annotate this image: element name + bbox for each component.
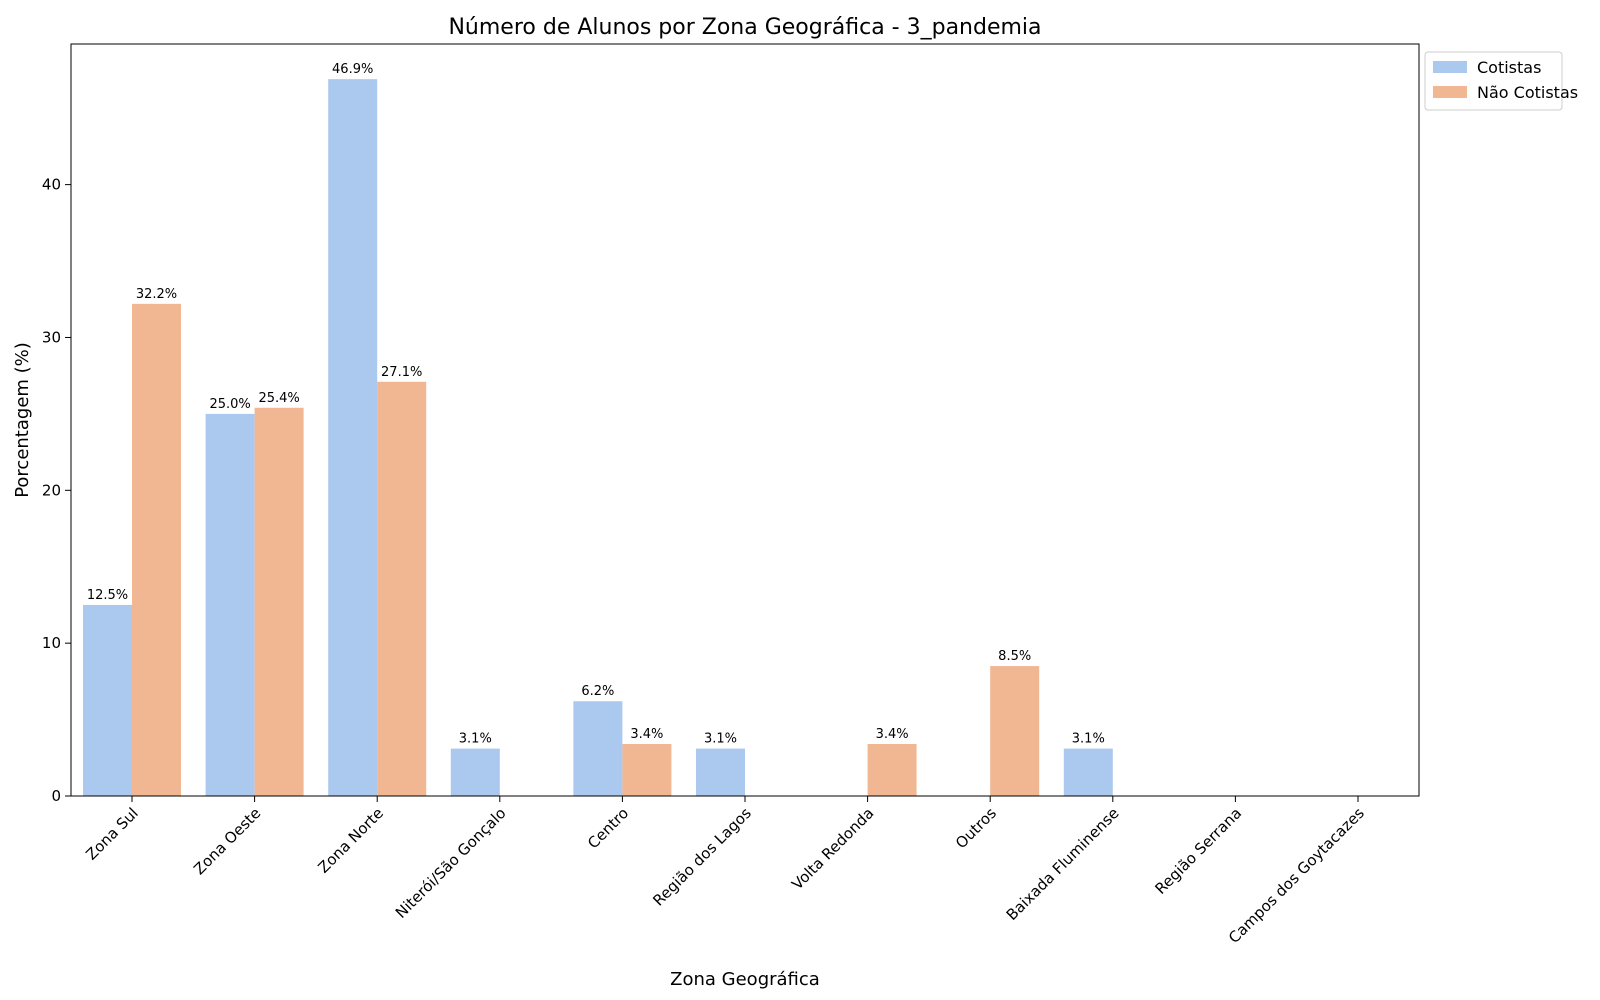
- y-tick-label-1: 10: [42, 634, 61, 652]
- x-axis: Zona Sul Zona Oeste Zona Norte Niterói/São …: [82, 796, 1368, 947]
- x-tick-label-10: Campos dos Goytacazes: [1225, 804, 1368, 947]
- legend: Cotistas Não Cotistas: [1424, 51, 1578, 111]
- data-labels-layer: 12.5% 25.0% 46.9% 3.1% 6.2% 3.1% 3.1% 32.2% 25.4…: [87, 62, 1105, 746]
- bar-cotistas-5: [696, 748, 745, 796]
- data-label-nao-cotistas-7: 8.5%: [998, 649, 1031, 664]
- bar-nao-cotistas-7: [990, 666, 1040, 796]
- data-label-cotistas-5: 3.1%: [704, 732, 737, 747]
- legend-label-1: Não Cotistas: [1477, 83, 1578, 102]
- bar-cotistas-1: [205, 413, 255, 796]
- data-label-nao-cotistas-6: 3.4%: [876, 727, 909, 742]
- data-label-nao-cotistas-2: 27.1%: [381, 365, 422, 380]
- legend-label-0: Cotistas: [1477, 58, 1541, 77]
- legend-swatch-1: [1433, 86, 1467, 98]
- data-label-cotistas-4: 6.2%: [581, 684, 614, 699]
- bar-nao-cotistas-2: [377, 381, 427, 796]
- bars-layer: [83, 79, 1113, 796]
- x-tick-label-1: Zona Oeste: [190, 804, 264, 878]
- data-label-nao-cotistas-0: 32.2%: [136, 287, 177, 302]
- bar-cotistas-4: [573, 701, 623, 796]
- x-axis-label: Zona Geográfica: [670, 969, 820, 990]
- x-tick-label-7: Outros: [952, 804, 1000, 852]
- bar-nao-cotistas-6: [867, 744, 917, 796]
- y-tick-label-2: 20: [42, 481, 61, 499]
- bar-cotistas-3: [450, 748, 500, 796]
- chart-title: Número de Alunos por Zona Geográfica - 3…: [448, 15, 1041, 40]
- bar-nao-cotistas-1: [254, 407, 304, 796]
- x-tick-label-8: Baixada Fluminense: [1003, 804, 1123, 924]
- y-tick-label-0: 0: [51, 787, 61, 805]
- bar-cotistas-0: [83, 604, 132, 796]
- bar-cotistas-2: [328, 79, 378, 796]
- x-tick-label-6: Volta Redonda: [788, 804, 877, 893]
- data-label-nao-cotistas-4: 3.4%: [630, 727, 663, 742]
- y-axis-label: Porcentagem (%): [12, 342, 33, 498]
- x-tick-label-0: Zona Sul: [82, 804, 141, 863]
- data-label-cotistas-2: 46.9%: [332, 62, 373, 77]
- bar-nao-cotistas-4: [622, 744, 672, 796]
- x-tick-label-3: Niterói/São Gonçalo: [392, 804, 510, 922]
- bar-cotistas-8: [1063, 748, 1113, 796]
- x-tick-label-2: Zona Norte: [314, 804, 387, 877]
- legend-swatch-0: [1433, 61, 1467, 73]
- y-tick-label-4: 40: [42, 176, 61, 194]
- x-tick-label-5: Região dos Lagos: [649, 804, 755, 910]
- data-label-cotistas-3: 3.1%: [459, 732, 492, 747]
- x-tick-label-9: Região Serrana: [1152, 804, 1246, 898]
- y-tick-label-3: 30: [42, 328, 61, 346]
- data-label-nao-cotistas-1: 25.4%: [258, 391, 299, 406]
- data-label-cotistas-0: 12.5%: [87, 588, 128, 603]
- data-label-cotistas-1: 25.0%: [209, 397, 250, 412]
- bar-nao-cotistas-0: [132, 303, 181, 796]
- x-tick-label-4: Centro: [584, 804, 632, 852]
- y-axis: 0 10 20 30 40: [42, 176, 71, 805]
- data-label-cotistas-8: 3.1%: [1072, 732, 1105, 747]
